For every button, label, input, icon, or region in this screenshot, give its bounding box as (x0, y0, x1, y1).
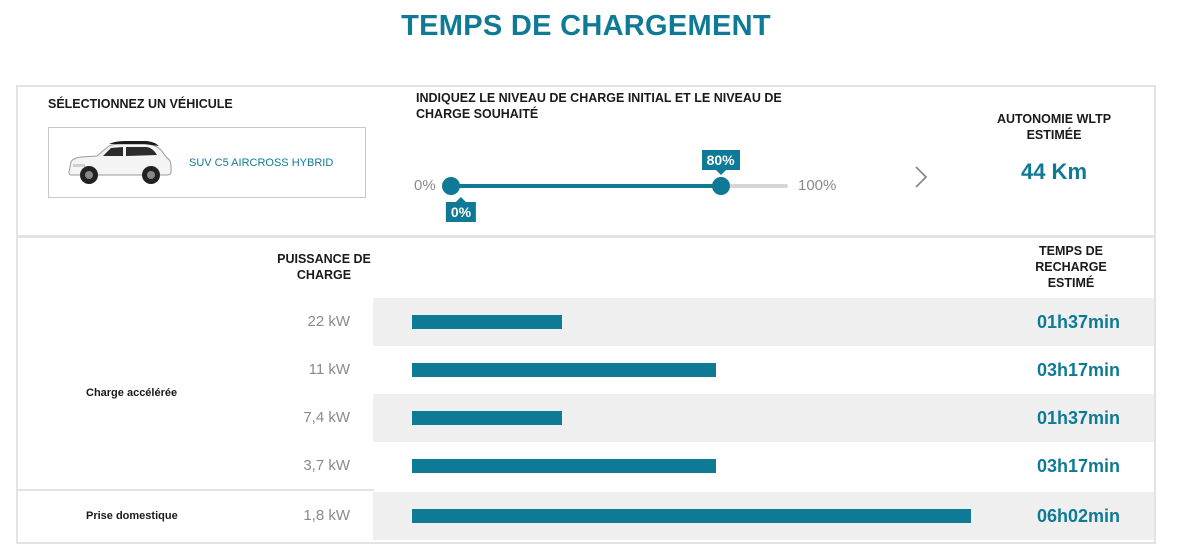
slider-track[interactable]: 80% 0% (442, 150, 788, 222)
car-image (68, 141, 172, 184)
slider-fill (451, 184, 721, 188)
slider-max-label: 100% (798, 177, 837, 194)
charge-time-bar (412, 363, 716, 377)
charge-time-bar (412, 315, 562, 329)
vehicle-name: SUV C5 AIRCROSS HYBRID (189, 157, 334, 169)
table-row: 22 kW 01h37min (18, 298, 1154, 346)
charge-time-bar (412, 509, 971, 523)
autonomy-value: 44 Km (1020, 159, 1088, 184)
group-label-accelerated: Charge accélérée (86, 387, 178, 399)
initial-charge-handle[interactable] (442, 177, 460, 195)
chevron-right-icon[interactable] (912, 163, 930, 191)
row-power: 1,8 kW (303, 507, 350, 524)
row-power: 22 kW (307, 313, 350, 330)
row-time: 01h37min (1036, 408, 1120, 428)
target-charge-handle[interactable] (711, 177, 730, 195)
time-column-header: TEMPS DE RECHARGE ESTIMÉ (1035, 244, 1107, 290)
vehicle-select-label: SÉLECTIONNEZ UN VÉHICULE (48, 97, 233, 111)
row-power: 7,4 kW (303, 409, 350, 426)
slider-min-label: 0% (414, 177, 436, 194)
row-time: 03h17min (1036, 360, 1120, 380)
charge-level-label: INDIQUEZ LE NIVEAU DE CHARGE INITIAL ET … (416, 91, 782, 121)
initial-charge-value: 0% (445, 197, 477, 222)
group-label-domestic: Prise domestique (86, 510, 178, 522)
row-time: 01h37min (1036, 312, 1120, 332)
row-time: 06h02min (1036, 506, 1120, 526)
charging-table: 22 kW 01h37min 11 kW 03h17min 7,4 kW 01h… (18, 298, 1154, 540)
table-row: 11 kW 03h17min (18, 346, 1154, 394)
autonomy-label: AUTONOMIE WLTP ESTIMÉE (996, 112, 1112, 142)
charge-time-bar (412, 459, 716, 473)
row-power: 3,7 kW (303, 457, 350, 474)
charging-panel: SÉLECTIONNEZ UN VÉHICULE SUV C5 AIRCROSS… (16, 85, 1156, 544)
row-time: 03h17min (1036, 456, 1120, 476)
group-divider (18, 489, 374, 491)
target-charge-value: 80% (701, 150, 740, 175)
charge-level-slider[interactable]: 0% 80% 0% 100% (414, 147, 854, 227)
table-row: 3,7 kW 03h17min (18, 442, 1154, 490)
table-row: 1,8 kW 06h02min (18, 492, 1154, 540)
table-row: 7,4 kW 01h37min (18, 394, 1154, 442)
row-power: 11 kW (308, 361, 350, 378)
vehicle-selector[interactable]: SUV C5 AIRCROSS HYBRID (48, 127, 366, 198)
page-title: TEMPS DE CHARGEMENT (401, 10, 771, 42)
settings-section: SÉLECTIONNEZ UN VÉHICULE SUV C5 AIRCROSS… (18, 87, 1154, 238)
power-column-header: PUISSANCE DE CHARGE (277, 252, 371, 282)
charge-time-bar (412, 411, 562, 425)
